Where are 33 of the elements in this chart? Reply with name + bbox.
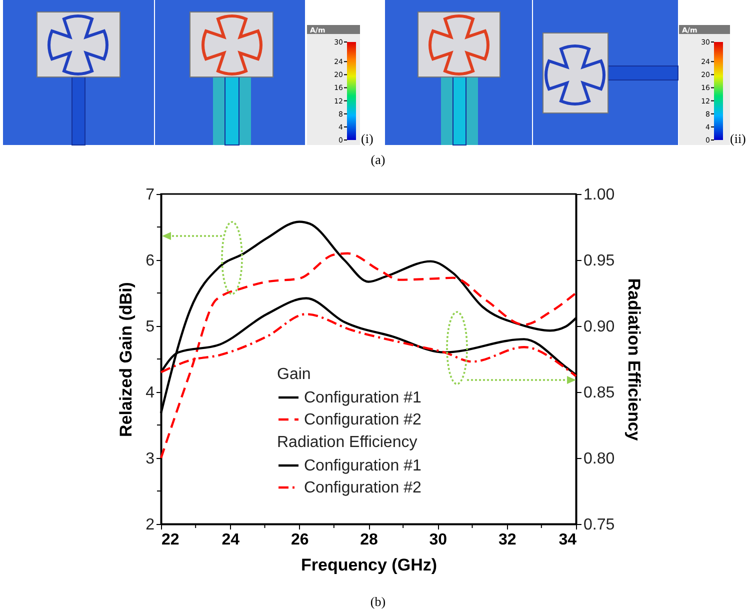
y-axis-title: Relaized Gain (dBi) xyxy=(116,282,136,437)
annotation: Gain xyxy=(277,366,311,383)
line-series xyxy=(160,252,578,460)
x-tick-label: 34 xyxy=(558,532,577,548)
legend-label: Configuration #2 xyxy=(304,480,422,496)
x-tick-label: 30 xyxy=(429,532,448,548)
y-tick-label: 5 xyxy=(146,318,155,336)
y2-axis-title: Radiation Efficiency xyxy=(624,278,644,442)
legend-label: Configuration #1 xyxy=(304,390,422,406)
y2-tick-label: 0.80 xyxy=(584,450,615,468)
y2-tick-label: 0.95 xyxy=(584,252,615,270)
y2-tick-label: 0.90 xyxy=(584,318,615,336)
legend-label: Configuration #2 xyxy=(304,412,422,428)
x-tick-label: 26 xyxy=(290,532,309,548)
text: (a) xyxy=(370,152,386,168)
y2-tick-label: 0.85 xyxy=(584,384,615,402)
x-tick-label: 22 xyxy=(162,532,180,548)
x-axis-title: Frequency (GHz) xyxy=(300,556,438,574)
x-tick-label: 28 xyxy=(360,532,378,548)
annotation: Radiation Efficiency xyxy=(277,434,418,451)
text: (ii) xyxy=(730,131,746,147)
y-tick-label: 3 xyxy=(146,450,155,468)
x-tick-label: 32 xyxy=(498,532,516,548)
y-tick-label: 7 xyxy=(146,186,155,204)
y-tick-label: 2 xyxy=(146,516,155,534)
y2-tick-label: 0.75 xyxy=(584,516,615,534)
text: (i) xyxy=(361,131,374,147)
y-tick-label: 6 xyxy=(146,252,155,270)
text: (b) xyxy=(370,594,386,610)
y2-tick-label: 1.00 xyxy=(584,186,615,204)
y-tick-label: 4 xyxy=(146,384,155,402)
legend-label: Configuration #1 xyxy=(304,458,422,474)
x-tick-label: 24 xyxy=(222,532,240,548)
